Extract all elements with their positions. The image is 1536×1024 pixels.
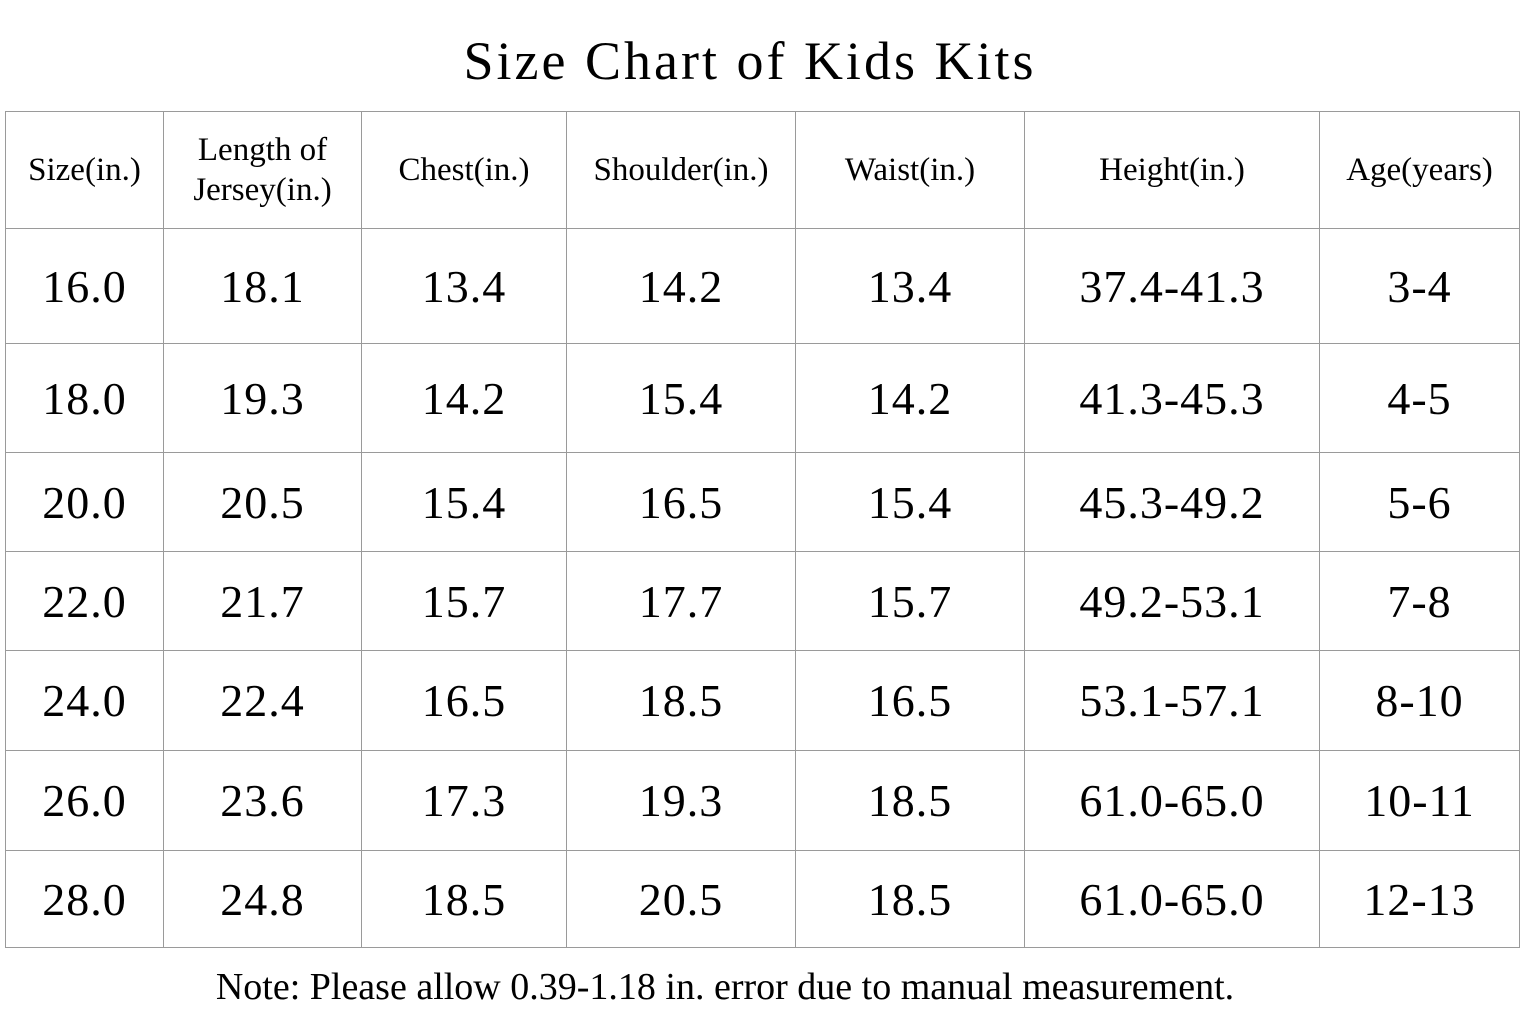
- cell-length: 22.4: [163, 650, 362, 751]
- cell-shoulder: 18.5: [566, 650, 796, 751]
- cell-waist: 18.5: [795, 750, 1025, 851]
- cell-waist: 13.4: [795, 228, 1025, 344]
- cell-shoulder: 16.5: [566, 452, 796, 552]
- cell-length: 19.3: [163, 343, 362, 453]
- table-row: 24.0 22.4 16.5 18.5 16.5 53.1-57.1 8-10: [5, 650, 1520, 751]
- cell-waist: 16.5: [795, 650, 1025, 751]
- cell-height: 49.2-53.1: [1024, 551, 1320, 651]
- cell-size: 28.0: [5, 850, 164, 948]
- cell-age: 10-11: [1319, 750, 1520, 851]
- header-size: Size(in.): [5, 111, 164, 229]
- table-row: 22.0 21.7 15.7 17.7 15.7 49.2-53.1 7-8: [5, 551, 1520, 651]
- size-chart-table: Size(in.) Length of Jersey(in.) Chest(in…: [5, 111, 1520, 948]
- cell-height: 53.1-57.1: [1024, 650, 1320, 751]
- header-waist: Waist(in.): [795, 111, 1025, 229]
- cell-age: 4-5: [1319, 343, 1520, 453]
- cell-age: 12-13: [1319, 850, 1520, 948]
- header-shoulder: Shoulder(in.): [566, 111, 796, 229]
- table-row: 28.0 24.8 18.5 20.5 18.5 61.0-65.0 12-13: [5, 850, 1520, 948]
- header-chest: Chest(in.): [361, 111, 567, 229]
- cell-length: 24.8: [163, 850, 362, 948]
- cell-age: 8-10: [1319, 650, 1520, 751]
- cell-length: 23.6: [163, 750, 362, 851]
- cell-age: 7-8: [1319, 551, 1520, 651]
- cell-chest: 18.5: [361, 850, 567, 948]
- cell-chest: 16.5: [361, 650, 567, 751]
- cell-chest: 17.3: [361, 750, 567, 851]
- cell-length: 20.5: [163, 452, 362, 552]
- cell-shoulder: 14.2: [566, 228, 796, 344]
- page-title: Size Chart of Kids Kits: [463, 31, 1037, 91]
- table-row: 20.0 20.5 15.4 16.5 15.4 45.3-49.2 5-6: [5, 452, 1520, 552]
- cell-waist: 15.4: [795, 452, 1025, 552]
- header-height: Height(in.): [1024, 111, 1320, 229]
- cell-size: 26.0: [5, 750, 164, 851]
- cell-shoulder: 15.4: [566, 343, 796, 453]
- cell-chest: 15.4: [361, 452, 567, 552]
- cell-height: 37.4-41.3: [1024, 228, 1320, 344]
- cell-size: 22.0: [5, 551, 164, 651]
- cell-waist: 18.5: [795, 850, 1025, 948]
- table-row: 16.0 18.1 13.4 14.2 13.4 37.4-41.3 3-4: [5, 228, 1520, 344]
- cell-size: 18.0: [5, 343, 164, 453]
- measurement-note: Note: Please allow 0.39-1.18 in. error d…: [215, 966, 1235, 1008]
- cell-height: 61.0-65.0: [1024, 850, 1320, 948]
- cell-height: 45.3-49.2: [1024, 452, 1320, 552]
- cell-size: 24.0: [5, 650, 164, 751]
- cell-height: 41.3-45.3: [1024, 343, 1320, 453]
- cell-height: 61.0-65.0: [1024, 750, 1320, 851]
- cell-chest: 15.7: [361, 551, 567, 651]
- table-row: 18.0 19.3 14.2 15.4 14.2 41.3-45.3 4-5: [5, 343, 1520, 453]
- cell-age: 5-6: [1319, 452, 1520, 552]
- cell-size: 20.0: [5, 452, 164, 552]
- cell-shoulder: 17.7: [566, 551, 796, 651]
- cell-waist: 15.7: [795, 551, 1025, 651]
- cell-size: 16.0: [5, 228, 164, 344]
- cell-shoulder: 20.5: [566, 850, 796, 948]
- header-length-of-jersey: Length of Jersey(in.): [163, 111, 362, 229]
- cell-length: 18.1: [163, 228, 362, 344]
- table-row: 26.0 23.6 17.3 19.3 18.5 61.0-65.0 10-11: [5, 750, 1520, 851]
- cell-chest: 13.4: [361, 228, 567, 344]
- cell-shoulder: 19.3: [566, 750, 796, 851]
- table-header-row: Size(in.) Length of Jersey(in.) Chest(in…: [5, 111, 1520, 229]
- header-age: Age(years): [1319, 111, 1520, 229]
- cell-age: 3-4: [1319, 228, 1520, 344]
- cell-chest: 14.2: [361, 343, 567, 453]
- cell-length: 21.7: [163, 551, 362, 651]
- cell-waist: 14.2: [795, 343, 1025, 453]
